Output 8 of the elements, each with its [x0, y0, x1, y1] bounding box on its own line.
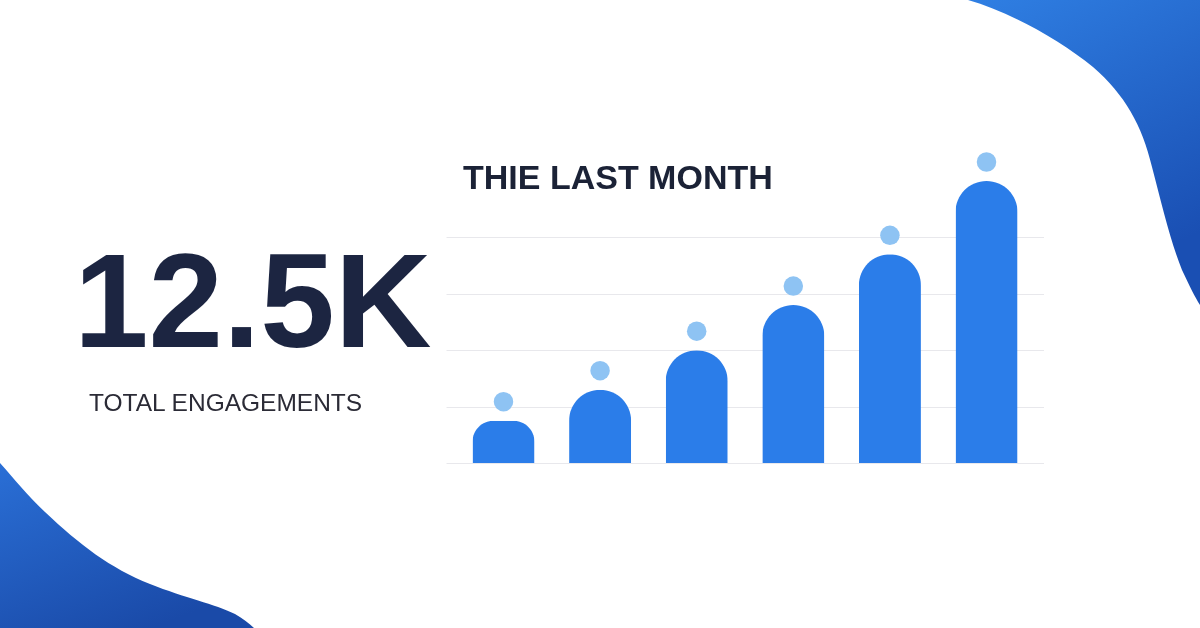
bar — [955, 181, 1018, 463]
bar — [665, 350, 728, 463]
chart-title: THIE LAST MONTH — [463, 158, 773, 197]
bar — [762, 305, 825, 463]
bar — [472, 420, 535, 463]
bar — [858, 254, 921, 463]
text: 12.5K — [74, 226, 432, 375]
text: TOTAL ENGAGEMENTS — [89, 389, 363, 416]
